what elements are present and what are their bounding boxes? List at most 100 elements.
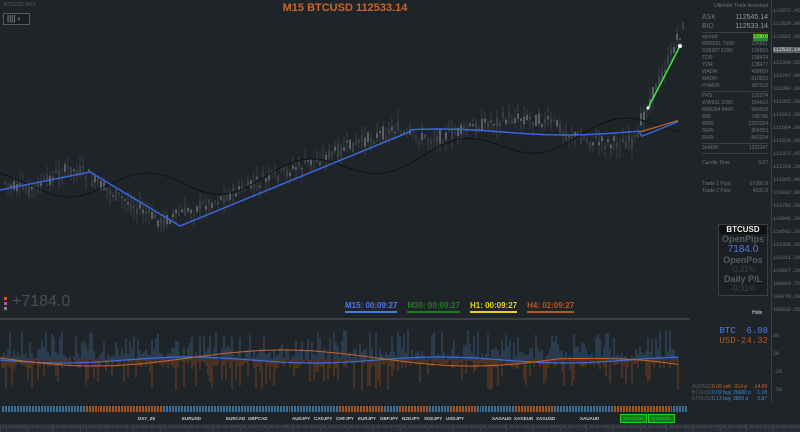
candle-body [121,196,123,198]
candle-body [565,132,567,140]
pair-button-nzdjpy[interactable]: NZDJPY [402,416,420,421]
candle-body [301,168,303,170]
time-tick: 26 Oct 01:00 [479,424,506,432]
ta-value: 226651 [751,41,768,47]
signal-cell [378,406,381,412]
candle-body [628,134,630,143]
candle-body [169,219,171,224]
signal-cell [201,406,204,412]
time-tick: 25 Oct 13:00 [319,424,347,432]
signal-cell [518,406,521,412]
signal-cell [616,406,619,412]
signal-cell [318,406,321,412]
candle-body [250,180,252,188]
signal-cell [637,406,640,412]
signal-cell [261,406,264,412]
pair-button-eurjpy[interactable]: EURJPY [358,416,377,421]
signal-cell [315,406,318,412]
signal-cell [524,406,527,412]
ta-label: YDR: [702,62,714,68]
candle-body [583,137,585,140]
position-cell: 3855 p [733,396,749,402]
candle-body [340,146,342,157]
pair-button-audjpy[interactable]: AUDJPY [292,416,311,421]
candle-body [532,122,534,126]
candle-body [313,160,315,162]
candle-body [334,146,336,151]
signal-cell [488,406,491,412]
pair-button-xageur[interactable]: XAGEUR [514,416,534,421]
price-chart[interactable] [0,0,690,320]
candle-body [142,209,144,214]
pair-button-dxy_z5[interactable]: DXY_Z5 [138,416,156,421]
signal-cell [76,406,79,412]
candle-body [595,136,597,138]
candle-body [22,184,24,190]
candle-body [46,174,48,180]
candle-body [253,183,255,188]
signal-cell [136,406,139,412]
pair-button-xauaud[interactable]: XAUAUD [580,416,600,421]
pair-button-eurcad[interactable]: EURCAD [226,416,246,421]
chevron-right-icon: |||| › [7,14,21,23]
trend-arrow-head [678,44,682,48]
pair-button-eurusd[interactable]: EURUSD [182,416,202,421]
signal-cell [255,406,258,412]
candle-body [670,49,672,56]
position-row: ETHUSD 0.13 buy 3855 p 3.87 [692,396,767,402]
candle-body [127,202,129,205]
position-cell: BTCUSD [692,390,713,396]
time-tick: 26 Oct 13:00 [639,424,666,432]
signal-cell [142,406,145,412]
pair-button-xagusd[interactable]: XAGUSD [536,416,556,421]
ta-label: BID [702,23,714,30]
candle-body [631,136,633,148]
signal-strip [2,406,688,412]
candle-body [319,162,321,165]
candle-body [226,194,228,201]
price-axis[interactable]: 112972.45 112829.90 112682.80 112533.14 1123… [771,0,800,402]
nav-button[interactable]: |||| › [3,13,30,25]
candle-body [568,136,570,138]
pair-button-sgdjpy[interactable]: SGDJPY [424,416,443,421]
signal-cell [592,406,595,412]
pair-button-chfjpy[interactable]: CHFJPY [336,416,354,421]
signal-cell [410,406,413,412]
signal-cell [527,406,530,412]
signal-cell [536,406,539,412]
ta-row: WW631 3090: 154616 [702,100,768,107]
signal-cell [542,406,545,412]
pair-button-gbpcad[interactable]: GBPCAD [248,416,268,421]
signal-cell [455,406,458,412]
candle-body [385,136,387,139]
position-cell: ETHUSD [692,396,713,402]
candle-body [262,174,264,179]
pair-button-gbpjpy[interactable]: GBPJPY [380,416,399,421]
signal-cell [279,406,282,412]
pair-button-btcusd[interactable]: BTCUSD [620,414,647,423]
divider [702,91,768,92]
signal-cell [628,406,631,412]
signal-cell [237,406,240,412]
ta-label: ASK [702,14,717,21]
signal-cell [37,406,40,412]
candle-body [442,142,444,144]
hide-button[interactable]: Hide [752,310,763,316]
pair-button-cadjpy[interactable]: CADJPY [314,416,333,421]
ta-value: 154616 [751,100,768,106]
divider [702,143,768,144]
pair-button-ethusd[interactable]: ETHUSD [648,414,675,423]
pair-button-xagaud[interactable]: XAGAUD [492,416,512,421]
signal-cell [58,406,61,412]
signal-cell [321,406,324,412]
candle-body [490,120,492,123]
legend-marker [4,307,7,310]
pair-button-usdjpy[interactable]: USDJPY [446,416,465,421]
ta-value: 387218 [751,83,768,89]
signal-cell [572,406,574,412]
candle-body [550,119,552,124]
indicator-subwindow[interactable] [0,322,690,402]
candle-body [256,176,258,179]
signal-cell [497,406,500,412]
signal-cell [685,406,688,412]
